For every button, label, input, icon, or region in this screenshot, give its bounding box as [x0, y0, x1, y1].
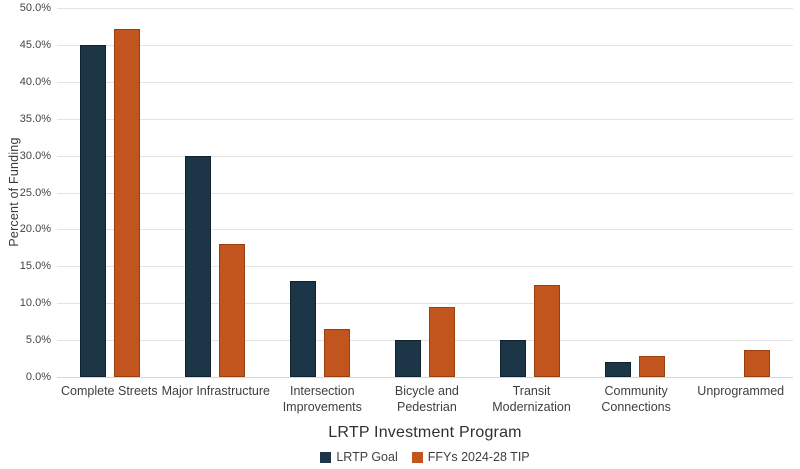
- gridline-25: [57, 192, 793, 194]
- category-label-complete-streets: Complete Streets: [61, 384, 158, 398]
- legend-swatch-lrtp-goal: [320, 451, 332, 463]
- y-tick-label-10: 10.0%: [19, 297, 51, 310]
- gridline-35: [57, 118, 793, 120]
- gridline-10: [57, 303, 793, 305]
- y-tick-label-45: 45.0%: [19, 38, 51, 51]
- bar-lrtp-goal-bicycle-and-pedestrian: [394, 340, 421, 377]
- y-tick-label-5: 5.0%: [25, 334, 51, 347]
- legend-swatch-ffys-2024-28-tip: [411, 451, 423, 463]
- bar-lrtp-goal-complete-streets: [79, 44, 106, 377]
- bar-ffys-2024-28-tip-complete-streets: [113, 28, 140, 377]
- category-label-transit-modernization: Transit Modernization: [492, 384, 571, 415]
- gridline-15: [57, 266, 793, 268]
- bar-ffys-2024-28-tip-community-connections: [639, 356, 666, 377]
- gridline-40: [57, 81, 793, 83]
- gridline-30: [57, 155, 793, 157]
- bar-ffys-2024-28-tip-major-infrastructure: [218, 244, 245, 377]
- category-label-major-infrastructure: Major Infrastructure: [161, 384, 270, 398]
- legend-label-lrtp-goal: LRTP Goal: [336, 450, 398, 464]
- y-tick-label-0: 0.0%: [25, 371, 51, 383]
- y-tick-label-20: 20.0%: [19, 223, 51, 236]
- y-tick-label-15: 15.0%: [19, 260, 51, 273]
- bar-group-major-infrastructure: [162, 8, 267, 377]
- y-tick-label-40: 40.0%: [19, 75, 51, 88]
- y-tick-label-25: 25.0%: [19, 186, 51, 199]
- legend-item-lrtp-goal: LRTP Goal: [320, 450, 398, 464]
- bar-ffys-2024-28-tip-transit-modernization: [534, 284, 561, 377]
- x-axis-title: LRTP Investment Program: [328, 424, 522, 441]
- bar-group-community-connections: [583, 8, 688, 377]
- bar-ffys-2024-28-tip-intersection-improvements: [323, 329, 350, 377]
- bar-group-transit-modernization: [478, 8, 583, 377]
- gridline-50: [57, 8, 793, 9]
- bar-lrtp-goal-major-infrastructure: [184, 155, 211, 377]
- category-label-unprogrammed: Unprogrammed: [697, 384, 785, 398]
- bar-lrtp-goal-community-connections: [605, 362, 632, 377]
- y-tick-label-30: 30.0%: [19, 149, 51, 162]
- category-label-bicycle-and-pedestrian: Bicycle and Pedestrian: [394, 384, 459, 415]
- bar-ffys-2024-28-tip-unprogrammed: [744, 349, 771, 377]
- bar-group-bicycle-and-pedestrian: [372, 8, 477, 377]
- category-label-community-connections: Community Connections: [601, 384, 671, 415]
- y-tick-label-35: 35.0%: [19, 112, 51, 125]
- plot-area: 0.0% 5.0% 10.0% 15.0% 20.0% 25.0% 30.0% 35.0% 40…: [20, 2, 793, 383]
- category-label-intersection-improvements: Intersection Improvements: [282, 384, 362, 415]
- y-tick-label-50: 50.0%: [19, 2, 51, 14]
- bar-ffys-2024-28-tip-bicycle-and-pedestrian: [428, 306, 455, 377]
- legend-item-ffys-2024-28-tip: FFYs 2024-28 TIP: [411, 450, 530, 464]
- bar-groups: [57, 8, 793, 377]
- legend-label-ffys-2024-28-tip: FFYs 2024-28 TIP: [427, 450, 530, 464]
- bar-group-intersection-improvements: [267, 8, 372, 377]
- bar-group-complete-streets: [57, 8, 162, 377]
- bar-lrtp-goal-transit-modernization: [500, 340, 527, 377]
- gridline-45: [57, 44, 793, 46]
- gridline-5: [57, 340, 793, 342]
- bar-lrtp-goal-intersection-improvements: [289, 281, 316, 377]
- x-axis-category-labels: Complete Streets Major Infrastructure Inte…: [57, 383, 793, 416]
- chart-legend: LRTP Goal FFYs 2024-28 TIP: [57, 450, 793, 464]
- bar-group-unprogrammed: [688, 8, 793, 377]
- gridline-20: [57, 229, 793, 231]
